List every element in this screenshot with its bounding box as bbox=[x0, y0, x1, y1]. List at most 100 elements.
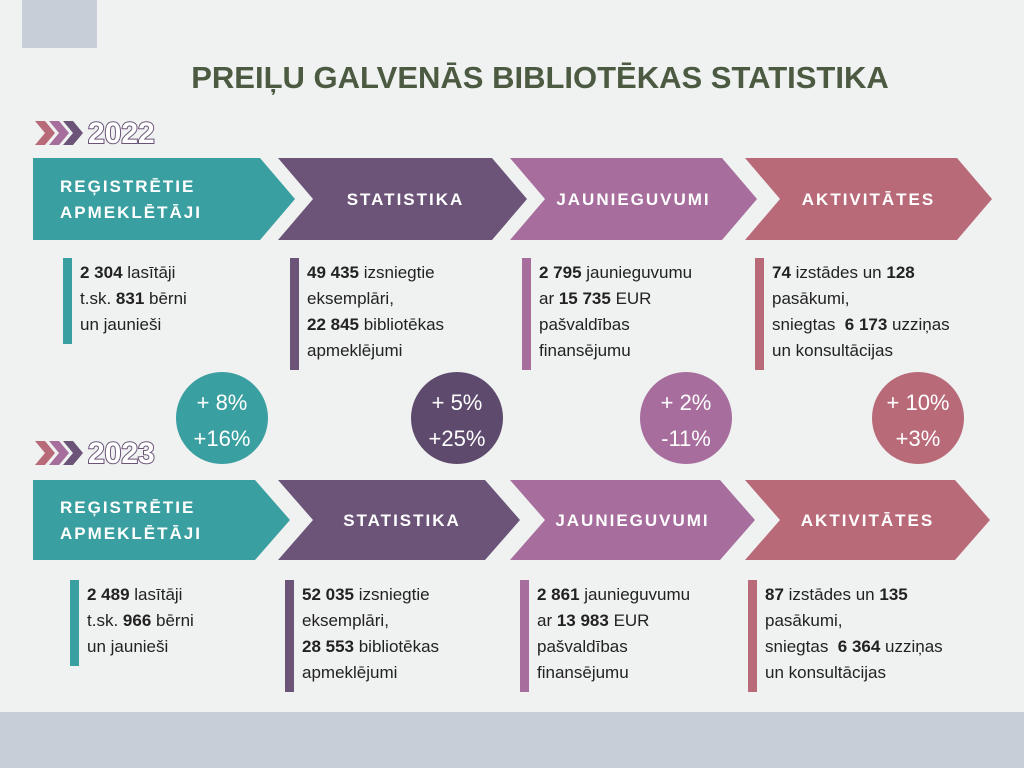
header-label: JAUNIEGUVUMI bbox=[555, 511, 709, 530]
header-label: AKTIVITĀTES bbox=[801, 511, 934, 530]
text-segment: uzziņas bbox=[880, 637, 943, 656]
bold-number: 6 364 bbox=[837, 637, 881, 656]
text-line: t.sk. 831 bērni bbox=[80, 286, 187, 312]
text-segment: t.sk. bbox=[87, 611, 123, 630]
text-segment: eksemplāri, bbox=[307, 289, 394, 308]
change-label: + 5% bbox=[432, 390, 483, 415]
bold-number: 2 304 bbox=[80, 263, 123, 282]
bold-number: 2 861 bbox=[537, 585, 580, 604]
accent-bar bbox=[748, 580, 757, 692]
header-label: APMEKLĒTĀJI bbox=[60, 524, 202, 543]
text-line: finansējumu bbox=[539, 338, 692, 364]
text-segment: lasītāji bbox=[129, 585, 183, 604]
header-label: AKTIVITĀTES bbox=[802, 190, 935, 209]
text-line: un konsultācijas bbox=[765, 660, 943, 686]
arrow-icon bbox=[49, 441, 69, 465]
bold-number: 2 795 bbox=[539, 263, 582, 282]
text-segment: izstādes un bbox=[790, 263, 887, 282]
text-segment: sniegtas bbox=[765, 637, 838, 656]
arrow-icon bbox=[49, 121, 69, 145]
change-label: +3% bbox=[896, 426, 941, 451]
text-segment: lasītāji bbox=[122, 263, 176, 282]
accent-bar bbox=[63, 258, 72, 344]
stat-block: 2 489 lasītāji t.sk. 966 bērni un jaunieši bbox=[70, 580, 194, 666]
text-segment: apmeklējumi bbox=[307, 341, 403, 360]
stat-block: 87 izstādes un 135 pasākumi, sniegtas 6 36… bbox=[748, 580, 943, 692]
text-line: pasākumi, bbox=[772, 286, 950, 312]
text-segment: ar bbox=[539, 289, 559, 308]
bold-number: 87 bbox=[765, 585, 784, 604]
text-segment: pašvaldības bbox=[539, 315, 630, 334]
text-line: 87 izstādes un 135 bbox=[765, 582, 943, 608]
bold-number: 28 553 bbox=[302, 637, 354, 656]
text-line: finansējumu bbox=[537, 660, 690, 686]
text-line: 2 861 jaunieguvumu bbox=[537, 582, 690, 608]
bold-number: 15 735 bbox=[558, 289, 611, 308]
text-segment: jaunieguvumu bbox=[581, 263, 693, 282]
text-line: eksemplāri, bbox=[302, 608, 439, 634]
text-line: ar 13 983 EUR bbox=[537, 608, 690, 634]
stat-block: 2 795 jaunieguvumu ar 15 735 EUR pašvaldīb… bbox=[522, 258, 692, 370]
text-segment: bērni bbox=[144, 289, 187, 308]
text-segment: jaunieguvumu bbox=[579, 585, 691, 604]
text-segment: un jaunieši bbox=[87, 637, 169, 656]
accent-bar bbox=[522, 258, 531, 370]
text-line: 2 489 lasītāji bbox=[87, 582, 194, 608]
change-label: + 2% bbox=[661, 390, 712, 415]
header-chevron bbox=[510, 480, 755, 560]
text-segment: bibliotēkas bbox=[354, 637, 440, 656]
stat-block: 52 035 izsniegtie eksemplāri, 28 553 bibli… bbox=[285, 580, 440, 692]
header-chevron bbox=[278, 158, 527, 240]
text-segment: izsniegtie bbox=[354, 585, 430, 604]
text-segment: izstādes un bbox=[783, 585, 880, 604]
header-chevron bbox=[278, 480, 520, 560]
stat-block: 2 861 jaunieguvumu ar 13 983 EUR pašvaldīb… bbox=[520, 580, 690, 692]
text-segment: EUR bbox=[608, 611, 650, 630]
text-line: pasākumi, bbox=[765, 608, 943, 634]
header-label: REĢISTRĒTIE bbox=[60, 498, 195, 517]
bold-number: 52 035 bbox=[302, 585, 354, 604]
header-label: APMEKLĒTĀJI bbox=[60, 203, 202, 222]
text-line: ar 15 735 EUR bbox=[539, 286, 692, 312]
header-label: REĢISTRĒTIE bbox=[60, 177, 195, 196]
text-segment: sniegtas bbox=[772, 315, 845, 334]
text-line: apmeklējumi bbox=[302, 660, 439, 686]
text-line: sniegtas 6 173 uzziņas bbox=[772, 312, 950, 338]
text-line: 2 304 lasītāji bbox=[80, 260, 187, 286]
text-segment: finansējumu bbox=[537, 663, 629, 682]
text-line: 52 035 izsniegtie bbox=[302, 582, 439, 608]
text-segment: pasākumi, bbox=[765, 611, 843, 630]
stat-block: 2 304 lasītāji t.sk. 831 bērni un jaunieši bbox=[63, 258, 187, 344]
header-label: JAUNIEGUVUMI bbox=[556, 190, 710, 209]
header-chevron bbox=[745, 480, 990, 560]
arrow-icon bbox=[63, 441, 83, 465]
change-label: -11% bbox=[661, 426, 711, 451]
text-segment: ar bbox=[537, 611, 557, 630]
year-label: 2022 bbox=[88, 117, 155, 150]
bold-number: 74 bbox=[772, 263, 791, 282]
arrow-icon bbox=[35, 441, 55, 465]
text-segment: izsniegtie bbox=[359, 263, 435, 282]
text-line: 49 435 izsniegtie bbox=[307, 260, 444, 286]
bold-number: 831 bbox=[115, 289, 145, 308]
text-segment: bibliotēkas bbox=[359, 315, 445, 334]
bold-number: 966 bbox=[122, 611, 152, 630]
title: PREIĻU GALVENĀS BIBLIOTĒKAS STATISTIKA bbox=[191, 60, 889, 95]
change-circle bbox=[411, 372, 503, 464]
text-line: t.sk. 966 bērni bbox=[87, 608, 194, 634]
text-segment: un konsultācijas bbox=[765, 663, 886, 682]
bold-number: 128 bbox=[886, 263, 915, 282]
change-label: +25% bbox=[429, 426, 486, 451]
text-line: 2 795 jaunieguvumu bbox=[539, 260, 692, 286]
text-line: un jaunieši bbox=[80, 312, 187, 338]
change-label: + 8% bbox=[197, 390, 248, 415]
arrow-icon bbox=[63, 121, 83, 145]
accent-bar bbox=[520, 580, 529, 692]
text-segment: apmeklējumi bbox=[302, 663, 398, 682]
accent-bar bbox=[290, 258, 299, 370]
text-segment: un konsultācijas bbox=[772, 341, 893, 360]
header-chevron bbox=[510, 158, 757, 240]
text-line: sniegtas 6 364 uzziņas bbox=[765, 634, 943, 660]
accent-bar bbox=[70, 580, 79, 666]
